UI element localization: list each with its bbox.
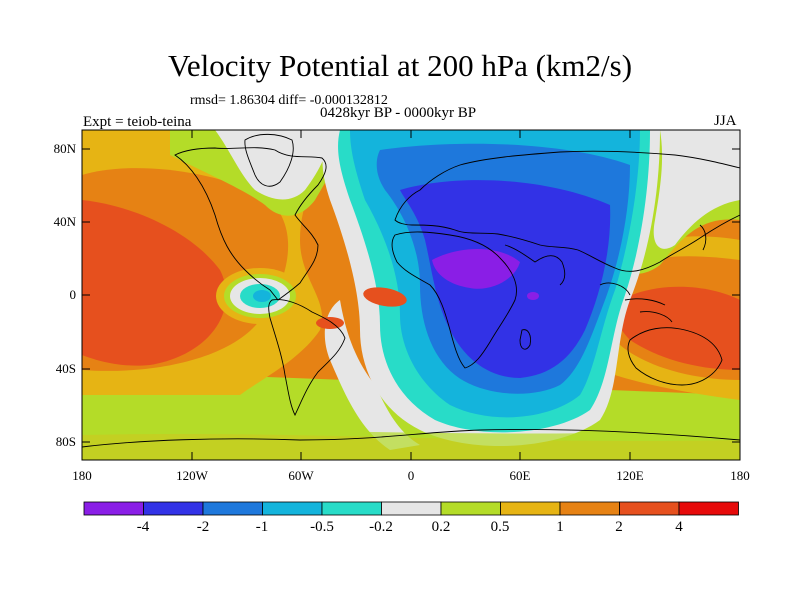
- lat-tick-label: 80N: [53, 141, 76, 156]
- stats-line: rmsd= 1.86304 diff= -0.000132812: [190, 93, 388, 108]
- lon-tick-label: 120E: [616, 468, 644, 483]
- axis-ticks: [82, 130, 740, 460]
- contour-field: [82, 130, 740, 460]
- colorbar-label: -0.5: [310, 519, 334, 535]
- colorbar-label: -2: [196, 519, 210, 535]
- colorbar-label: -0.2: [369, 519, 393, 535]
- colorbar-swatch: [83, 501, 144, 516]
- lat-tick-label: 40S: [55, 361, 76, 376]
- season-label: JJA: [714, 113, 737, 129]
- period-line: 0428kyr BP - 0000kyr BP: [320, 105, 477, 121]
- colorbar: [83, 501, 739, 516]
- map-title: Velocity Potential at 200 hPa (km2/s): [167, 48, 633, 83]
- colorbar-label: 4: [675, 519, 683, 535]
- colorbar-label: 2: [615, 519, 623, 535]
- colorbar-label: -4: [136, 519, 150, 535]
- colorbar-swatch: [202, 501, 263, 516]
- lon-tick-label: 0: [407, 468, 415, 483]
- lon-tick-label: 60W: [288, 468, 314, 483]
- lon-tick-label: 180: [72, 468, 92, 483]
- colorbar-label: 1: [556, 519, 564, 535]
- experiment-label: Expt = teiob-teina: [83, 114, 192, 130]
- colorbar-swatch: [321, 501, 382, 516]
- colorbar-swatch: [619, 501, 680, 516]
- lat-tick-label: 80S: [55, 434, 76, 449]
- colorbar-swatch: [262, 501, 323, 516]
- coastlines: [82, 133, 740, 448]
- lat-tick-label: 40N: [53, 214, 76, 229]
- colorbar-swatch: [381, 501, 442, 516]
- lon-tick-label: 120W: [176, 468, 208, 483]
- lat-tick-label: 0: [69, 287, 77, 302]
- colorbar-label: -1: [255, 519, 269, 535]
- colorbar-swatch: [500, 501, 561, 516]
- colorbar-swatch: [678, 501, 739, 516]
- lon-tick-label: 60E: [509, 468, 531, 483]
- colorbar-swatch: [559, 501, 620, 516]
- colorbar-label: 0.2: [431, 519, 451, 535]
- colorbar-label: 0.5: [490, 519, 510, 535]
- colorbar-swatch: [440, 501, 501, 516]
- lon-tick-label: 180: [730, 468, 750, 483]
- colorbar-swatch: [143, 501, 204, 516]
